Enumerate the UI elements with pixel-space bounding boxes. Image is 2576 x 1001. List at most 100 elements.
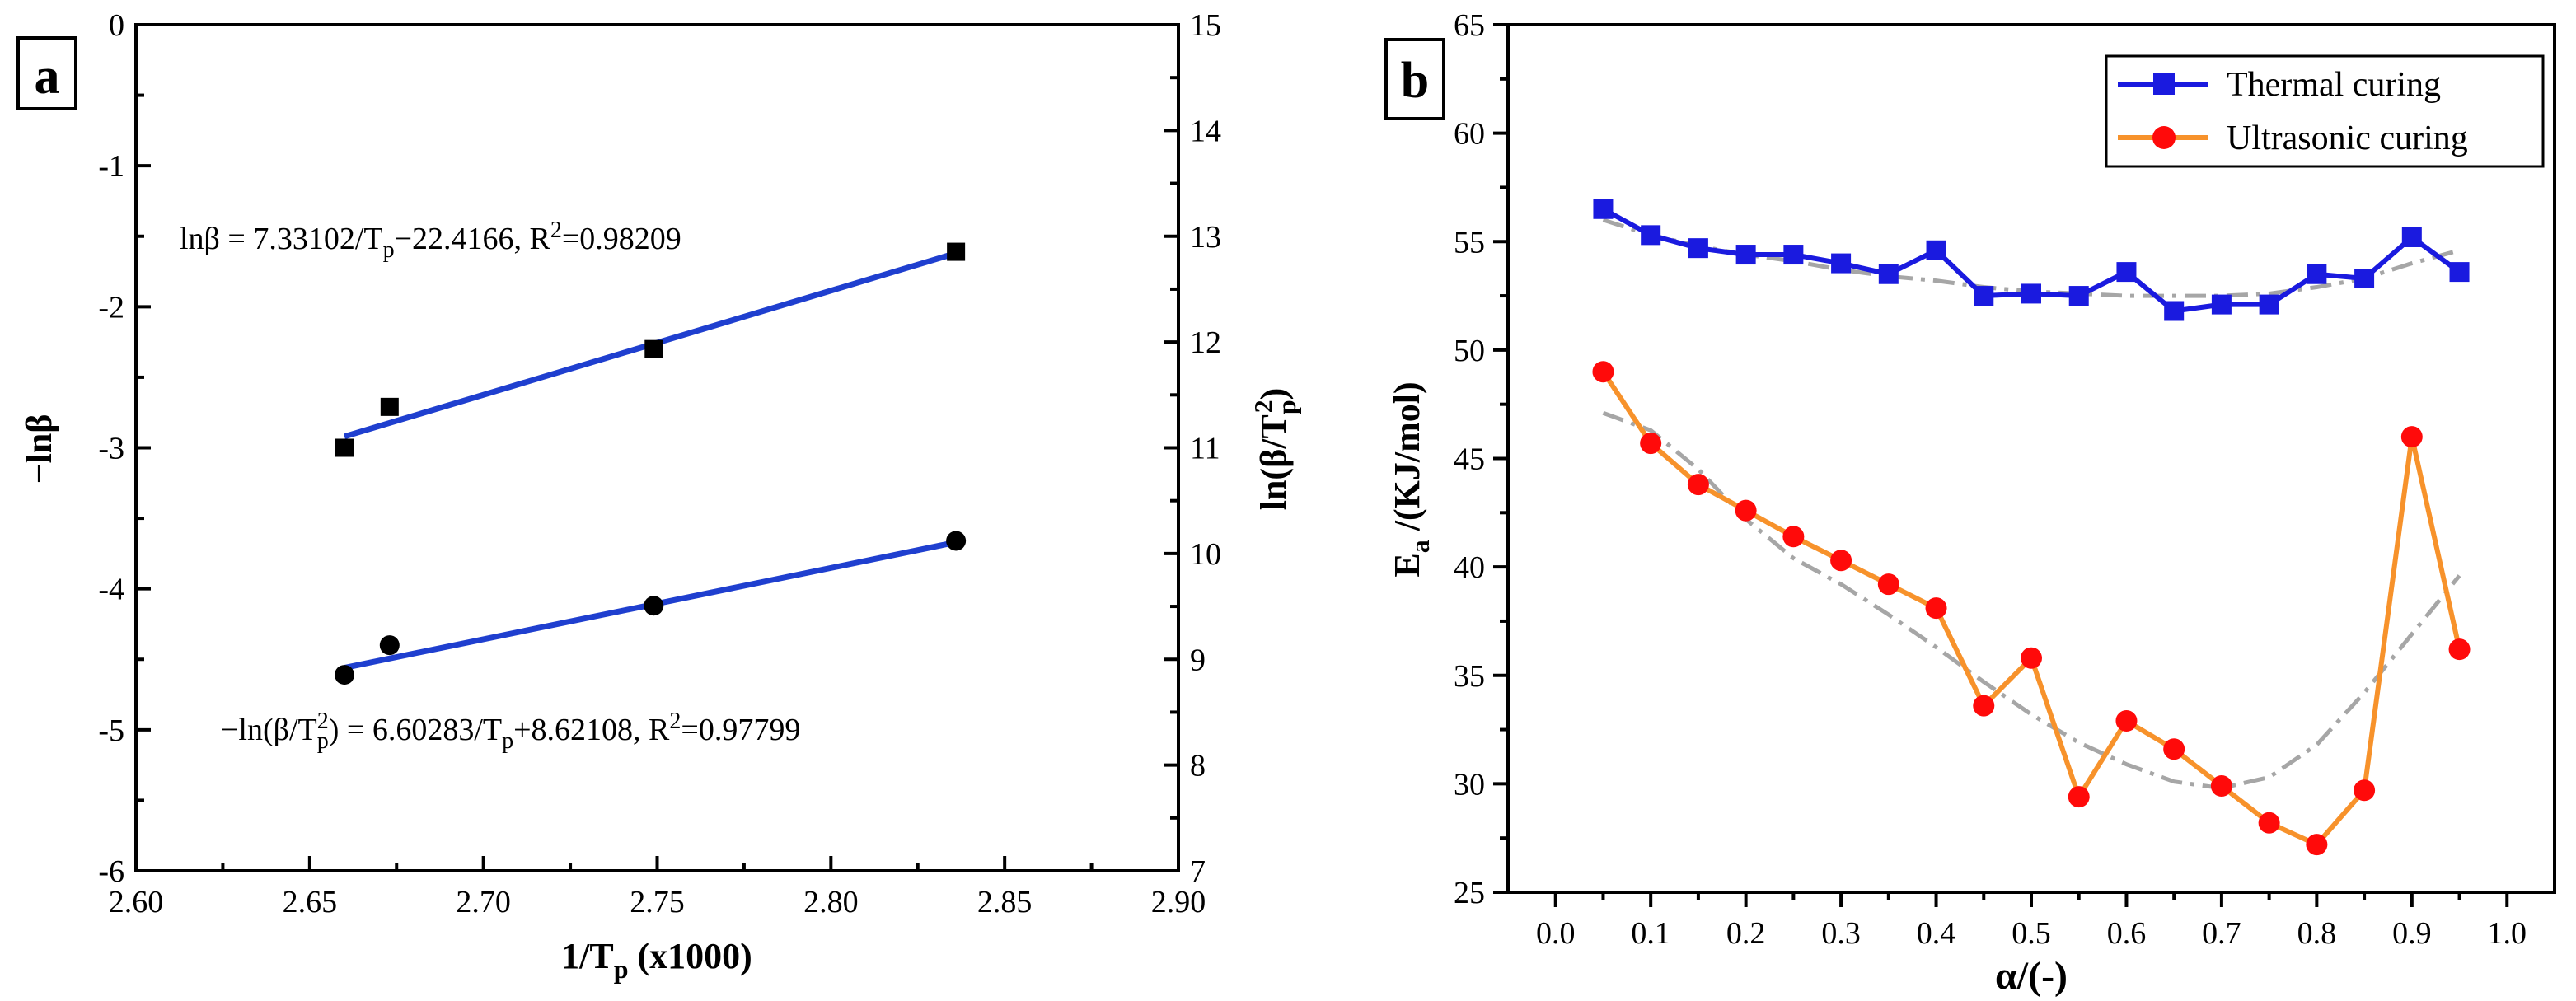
panel-b-x-tick-label: 0.1 xyxy=(1631,916,1670,951)
panel-b-y-tick-label: 55 xyxy=(1454,225,1485,260)
panel-a-point-circle xyxy=(946,531,967,551)
equation-lnb-sup: 2 xyxy=(550,218,562,243)
panel-b-y-label-main: E xyxy=(1387,553,1427,577)
equation-lnb-part3: =0.98209 xyxy=(562,222,681,256)
equation-lnbtp2-sup1: 2 xyxy=(317,709,329,734)
panel-b-point-thermal xyxy=(1926,240,1946,260)
panel-b-point-ultrasonic xyxy=(1687,474,1709,496)
panel-a-y-left-tick-label: 0 xyxy=(109,8,124,43)
panel-a-y-axis-left: 0 -1 -2 -3 -4 -5 -6 xyxy=(98,8,151,889)
panel-b-y-tick-label: 35 xyxy=(1454,659,1485,694)
panel-a-y-left-tick-label: -1 xyxy=(98,149,124,184)
panel-b-y-tick-label: 40 xyxy=(1454,550,1485,585)
panel-a-point-circle xyxy=(644,596,664,616)
panel-a-y-right-tick-label: 10 xyxy=(1190,537,1221,572)
panel-a-y-right-tick-label: 14 xyxy=(1190,114,1221,148)
legend-ultrasonic-label: Ultrasonic curing xyxy=(2227,119,2468,157)
equation-lnbtp2-sub1: p xyxy=(317,728,329,754)
panel-b-trend-ultrasonic xyxy=(1602,410,2461,791)
panel-a-label-box xyxy=(16,36,77,110)
panel-a-x-axis: 2.60 2.65 2.70 2.75 2.80 2.85 2.90 xyxy=(109,856,1206,919)
panel-b-point-thermal xyxy=(2259,294,2279,315)
panel-b-point-thermal xyxy=(2211,294,2232,315)
panel-a-x-label-sub: p xyxy=(614,954,629,984)
panel-a-x-tick-label: 2.90 xyxy=(1151,885,1206,919)
panel-b-point-thermal xyxy=(2401,227,2422,247)
panel-b-x-tick-label: 0.3 xyxy=(1821,916,1861,951)
panel-b-label-box xyxy=(1384,38,1445,120)
panel-a-y-right-tick-label: 12 xyxy=(1190,325,1221,360)
panel-b-point-thermal xyxy=(2068,286,2089,306)
panel-a-point-circle xyxy=(379,635,400,656)
panel-a-y-left-tick-label: -6 xyxy=(98,854,124,889)
panel-a-y-left-tick-label: -2 xyxy=(98,290,124,325)
panel-b-point-ultrasonic xyxy=(1830,550,1852,572)
panel-a-x-label-main: 1/T xyxy=(561,936,614,976)
panel-a-x-tick-label: 2.65 xyxy=(283,885,338,919)
panel-b-point-thermal xyxy=(2164,301,2185,321)
panel-b-x-tick-label: 1.0 xyxy=(2488,916,2527,951)
legend-box xyxy=(2105,54,2545,168)
panel-a-x-tick-label: 2.60 xyxy=(109,885,164,919)
legend-ultrasonic-marker xyxy=(2152,126,2176,149)
panel-b-x-label: α/(-) xyxy=(1995,954,2068,998)
equation-lnbtp2-sup2: 2 xyxy=(669,709,681,734)
panel-b-y-tick-label: 25 xyxy=(1454,876,1485,910)
panel-b-x-tick-label: 0.7 xyxy=(2202,916,2241,951)
panel-a-y-left-tick-label: -3 xyxy=(98,432,124,466)
panel-b-label: b xyxy=(1401,53,1429,109)
panel-b-point-ultrasonic xyxy=(2258,812,2280,834)
panel-a-x-tick-label: 2.75 xyxy=(630,885,685,919)
panel-a-point-square xyxy=(947,242,966,261)
panel-a-y-label-left: −lnβ xyxy=(19,414,59,484)
panel-b-point-thermal xyxy=(2354,269,2375,289)
panel-a-y-right-tick-label: 11 xyxy=(1190,432,1220,466)
panel-b-point-thermal xyxy=(2116,262,2137,283)
panel-b-point-ultrasonic xyxy=(2448,638,2471,661)
panel-a-point-square xyxy=(335,438,354,457)
panel-a-x-label: 1/Tp (x1000) xyxy=(561,936,752,984)
panel-b-x-tick-label: 0.4 xyxy=(1917,916,1956,951)
panel-a-y-right-tick-label: 7 xyxy=(1190,854,1206,889)
equation-lnbtp2-part2: ) = 6.60283/T xyxy=(329,713,502,747)
panel-b-line-ultrasonic xyxy=(1600,370,2462,848)
panel-b-point-thermal xyxy=(1641,225,1661,246)
equation-lnbtp2-part4: =0.97799 xyxy=(681,713,800,747)
panel-b-point-ultrasonic xyxy=(2210,775,2232,798)
panel-b-y-tick-label: 65 xyxy=(1454,8,1485,43)
panel-a-y-left-tick-label: -5 xyxy=(98,713,124,748)
panel-b-point-ultrasonic xyxy=(2115,710,2138,732)
panel-a-markers xyxy=(335,242,967,685)
panel-a-y-axis-right: 15 14 13 12 11 10 9 8 7 xyxy=(1164,8,1221,889)
panel-b-point-thermal xyxy=(2021,283,2041,304)
panel-b-x-tick-label: 0.5 xyxy=(2012,916,2051,951)
panel-b-point-thermal xyxy=(1974,286,1994,306)
equation-lnb-part1: lnβ = 7.33102/T xyxy=(180,222,383,256)
panel-a-point-circle xyxy=(335,665,354,685)
panel-b-y-tick-label: 60 xyxy=(1454,117,1485,152)
panel-b-x-tick-label: 0.8 xyxy=(2297,916,2337,951)
panel-b-point-ultrasonic xyxy=(1735,499,1757,522)
panel-b-point-thermal xyxy=(1593,199,1614,219)
panel-b-y-tick-label: 30 xyxy=(1454,767,1485,802)
panel-b-x-tick-label: 0.0 xyxy=(1536,916,1576,951)
panel-a-label: a xyxy=(35,49,60,105)
panel-b-point-thermal xyxy=(1831,253,1852,274)
panel-a-y-label-right-tail: ) xyxy=(1253,388,1294,400)
panel-b-y-label: Ea /(KJ/mol) xyxy=(1387,381,1435,577)
equation-lnbtp2: −ln(β/Tp2) = 6.60283/Tp+8.62108, R2=0.97… xyxy=(221,709,800,754)
panel-a-y-label-right: ln(β/Tp2) xyxy=(1248,388,1301,511)
panel-b: b 0.0 0.1 0.2 0.3 0.4 0.5 0.6 0.7 0.8 0.9 1.0 65 60… xyxy=(1384,8,2556,998)
panel-b-point-ultrasonic xyxy=(2354,779,2376,802)
panel-b-point-ultrasonic xyxy=(2400,426,2423,448)
legend-thermal-label: Thermal curing xyxy=(2227,66,2441,104)
panel-b-point-ultrasonic xyxy=(2068,786,2090,808)
panel-a-y-label-right-sup: 2 xyxy=(1248,400,1278,413)
panel-a-x-tick-label: 2.85 xyxy=(977,885,1033,919)
panel-b-point-thermal xyxy=(1735,245,1756,265)
equation-lnbtp2-part1: −ln(β/T xyxy=(221,713,317,747)
equation-lnb-sub: p xyxy=(383,237,395,263)
panel-b-point-ultrasonic xyxy=(2021,647,2042,669)
panel-a: a 2.60 2.65 2.70 2.75 2.80 2.85 2.90 0 -1 -2 -3 -4… xyxy=(16,8,1301,984)
